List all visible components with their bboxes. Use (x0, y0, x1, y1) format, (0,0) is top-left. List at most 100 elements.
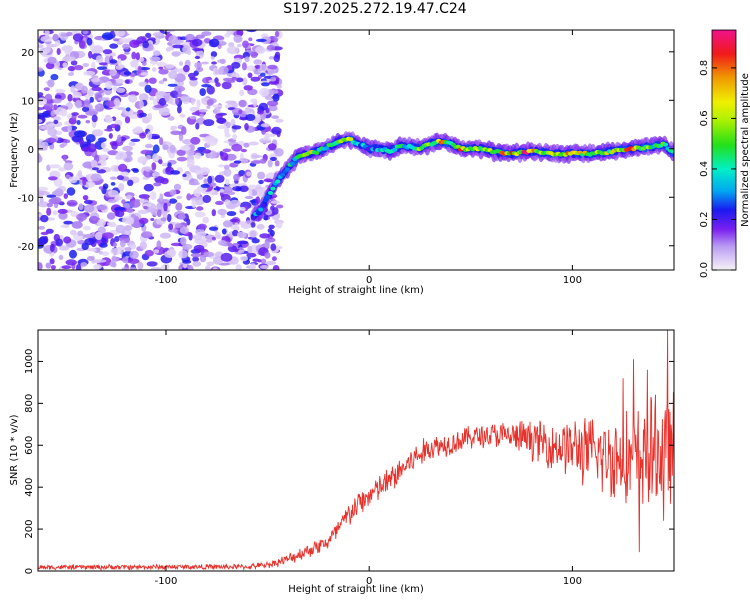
noise-blob (128, 94, 138, 103)
noise-blob (38, 153, 42, 163)
noise-blob (273, 54, 280, 63)
noise-blob (57, 208, 68, 214)
noise-blob (38, 186, 49, 191)
noise-blob (49, 243, 55, 252)
noise-blob (199, 88, 206, 97)
noise-blob (83, 204, 95, 213)
noise-blob (66, 31, 73, 36)
noise-blob (105, 100, 116, 108)
noise-blob (233, 34, 243, 43)
noise-blob (104, 128, 114, 132)
noise-blob (235, 187, 241, 192)
noise-blob (244, 56, 250, 63)
noise-blob (194, 55, 200, 60)
noise-blob (246, 171, 252, 177)
noise-blob (77, 230, 84, 237)
noise-blob (191, 116, 197, 120)
noise-blob (109, 176, 118, 180)
noise-blob (268, 224, 275, 230)
noise-blob (52, 98, 62, 104)
noise-blob (239, 255, 249, 262)
noise-blob (128, 114, 139, 119)
noise-blob (162, 77, 168, 82)
noise-blob (152, 153, 159, 162)
noise-blob (97, 226, 106, 234)
noise-blob (211, 236, 216, 241)
noise-blob (137, 156, 148, 164)
noise-blob (206, 105, 211, 109)
noise-blob (127, 179, 134, 186)
colorbar-axes: 0.0 0.2 0.4 0.6 0.8 (699, 60, 736, 278)
noise-blob (267, 143, 277, 151)
ridge-core (260, 203, 266, 208)
noise-blob (115, 209, 125, 218)
noise-blob (258, 102, 269, 111)
noise-blob (169, 189, 177, 196)
noise-blob (45, 137, 57, 144)
noise-blob (193, 244, 205, 252)
noise-blob (250, 221, 256, 228)
noise-blob (64, 56, 76, 62)
noise-blob (91, 114, 98, 123)
noise-blob (217, 208, 227, 216)
noise-blob (182, 44, 191, 54)
noise-blob (95, 105, 100, 111)
ridge-core (275, 179, 281, 184)
noise-blob (109, 69, 117, 77)
noise-blob (91, 61, 96, 70)
noise-blob (182, 243, 193, 250)
spectrogram-ytick-label: -20 (18, 242, 34, 253)
noise-blob (211, 61, 217, 65)
noise-blob (145, 154, 152, 160)
noise-blob (38, 44, 44, 49)
noise-blob (248, 37, 253, 42)
noise-blob (84, 233, 95, 239)
noise-blob (235, 264, 242, 270)
noise-blob (211, 209, 216, 217)
noise-blob (247, 245, 253, 254)
noise-blob (47, 79, 55, 88)
noise-blob (115, 78, 124, 84)
noise-blob (60, 224, 70, 228)
noise-blob (249, 263, 257, 270)
noise-blob (227, 243, 234, 248)
noise-blob (244, 123, 249, 131)
noise-blob (137, 65, 142, 75)
colorbar-frame (711, 29, 737, 271)
noise-blob (224, 133, 231, 138)
noise-blob (67, 125, 72, 133)
noise-blob (158, 97, 167, 106)
noise-blob (167, 116, 175, 121)
noise-blob (272, 265, 280, 270)
noise-blob (237, 43, 242, 48)
noise-blob (174, 223, 183, 229)
noise-blob (96, 169, 106, 174)
noise-blob (267, 100, 279, 107)
noise-blob (88, 50, 93, 59)
noise-blob (47, 56, 57, 64)
noise-blob (49, 164, 61, 169)
noise-blob (157, 91, 167, 96)
spectrogram-xtick-label: 0 (366, 275, 372, 286)
noise-blob (226, 121, 231, 129)
noise-blob (206, 140, 218, 146)
noise-blob (146, 261, 158, 267)
noise-blob (218, 164, 225, 168)
noise-blob (43, 103, 54, 110)
ridge-core (263, 198, 269, 203)
noise-blob (233, 160, 242, 164)
noise-blob (112, 242, 117, 248)
ridge-core (280, 172, 286, 177)
noise-blob (118, 163, 128, 172)
noise-blob (208, 226, 219, 231)
noise-blob (257, 110, 264, 115)
snr-xlabel: Height of straight line (km) (288, 584, 424, 595)
noise-blob (229, 218, 239, 223)
noise-blob (151, 162, 157, 171)
noise-blob (158, 159, 163, 165)
noise-blob (50, 196, 62, 204)
noise-blob (110, 182, 116, 186)
noise-blob (70, 85, 76, 93)
noise-blob (98, 62, 108, 66)
